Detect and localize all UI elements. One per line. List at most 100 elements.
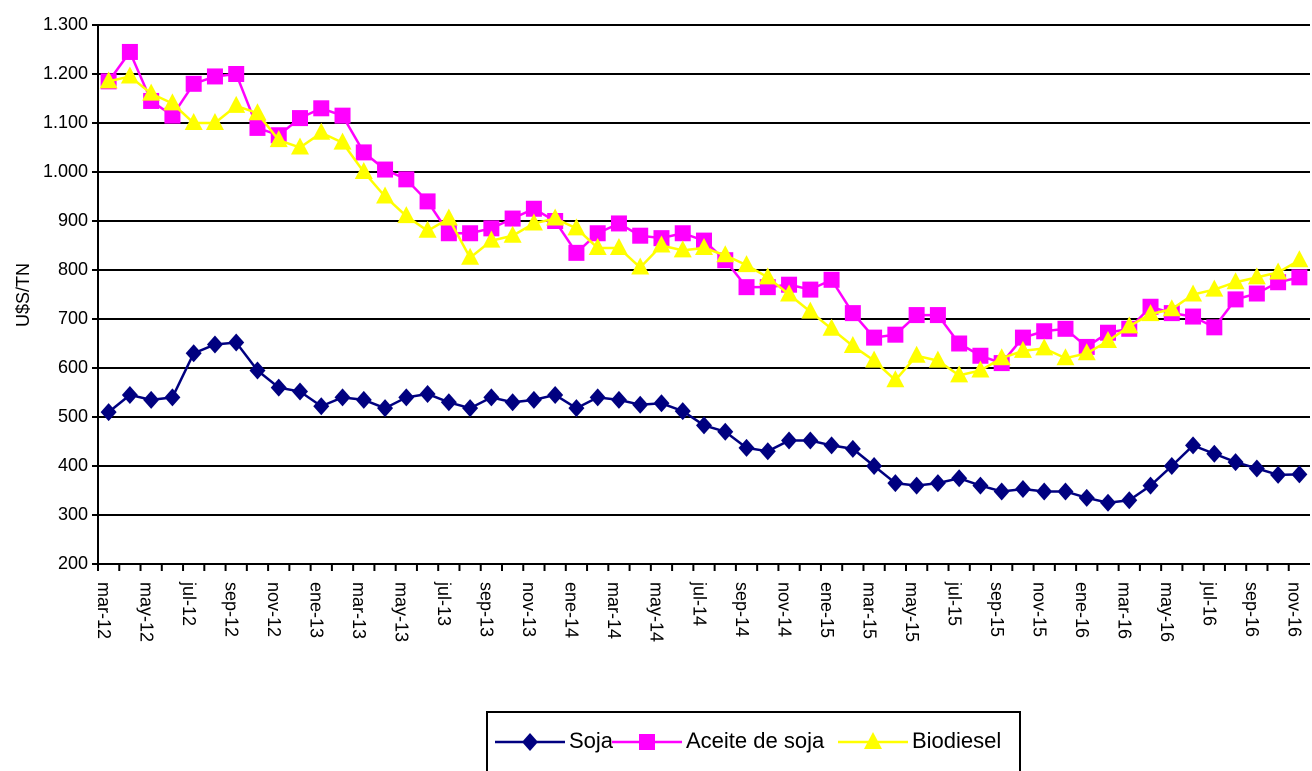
marker xyxy=(1014,329,1031,346)
marker xyxy=(398,388,415,407)
y-tick-label: 800 xyxy=(58,259,88,279)
marker xyxy=(1077,343,1096,361)
marker xyxy=(823,271,840,288)
marker xyxy=(1184,284,1203,302)
marker xyxy=(1036,323,1053,340)
marker xyxy=(674,402,691,421)
y-axis-title: U$S/TN xyxy=(13,263,33,327)
marker xyxy=(609,237,628,255)
x-tick-label: ene-13 xyxy=(307,582,327,638)
marker xyxy=(185,75,202,92)
marker xyxy=(632,395,649,414)
marker xyxy=(1099,331,1117,349)
x-tick-label: ene-14 xyxy=(562,582,582,638)
x-tick-label: sep-13 xyxy=(477,582,497,637)
marker xyxy=(504,393,521,412)
marker xyxy=(163,93,182,111)
marker xyxy=(228,66,245,82)
marker xyxy=(525,390,542,409)
marker xyxy=(248,103,267,121)
marker xyxy=(1057,482,1074,501)
marker xyxy=(1162,299,1181,317)
marker xyxy=(567,218,586,236)
x-tick-label: mar-15 xyxy=(859,582,879,639)
x-tick-label: jul-12 xyxy=(179,581,199,626)
marker xyxy=(801,301,820,319)
marker xyxy=(397,206,416,224)
marker xyxy=(738,279,755,296)
x-tick-label: may-12 xyxy=(136,582,156,642)
x-tick-label: nov-16 xyxy=(1285,582,1305,637)
marker xyxy=(738,438,755,457)
marker xyxy=(865,350,884,368)
marker xyxy=(843,335,862,353)
marker xyxy=(610,215,627,232)
marker xyxy=(228,333,245,352)
marker xyxy=(1100,493,1116,512)
x-tick-label: mar-16 xyxy=(1115,582,1135,639)
marker xyxy=(673,240,692,258)
y-tick-label: 400 xyxy=(58,455,88,475)
marker xyxy=(312,122,331,140)
marker xyxy=(440,393,457,412)
marker xyxy=(184,113,203,130)
marker xyxy=(206,335,223,354)
marker xyxy=(632,227,649,244)
marker xyxy=(185,344,202,363)
marker xyxy=(100,403,117,422)
y-tick-label: 700 xyxy=(58,308,88,328)
series-line xyxy=(107,49,1300,365)
marker xyxy=(737,255,756,273)
legend-label: Biodiesel xyxy=(912,728,1001,753)
marker xyxy=(292,382,308,401)
marker xyxy=(1035,338,1054,356)
marker xyxy=(1270,465,1287,484)
marker xyxy=(866,457,883,475)
marker xyxy=(462,399,479,418)
marker xyxy=(354,162,373,179)
marker xyxy=(1013,340,1032,358)
x-tick-label: mar-13 xyxy=(349,582,369,639)
marker xyxy=(547,385,564,404)
marker xyxy=(802,281,819,298)
marker xyxy=(589,225,606,242)
marker xyxy=(440,225,457,242)
marker xyxy=(1014,480,1031,499)
marker xyxy=(227,95,246,113)
marker xyxy=(993,482,1010,501)
y-tick-label: 300 xyxy=(58,504,88,524)
x-tick-label: sep-12 xyxy=(221,582,241,637)
marker xyxy=(610,390,627,409)
marker xyxy=(844,439,861,458)
marker xyxy=(589,388,606,407)
marker xyxy=(1120,316,1139,334)
marker xyxy=(1248,285,1265,302)
x-tick-label: jul-14 xyxy=(689,581,709,626)
x-tick-label: sep-14 xyxy=(732,582,752,637)
marker xyxy=(1142,476,1159,495)
marker xyxy=(992,348,1011,366)
marker xyxy=(951,469,968,488)
x-tick-label: jul-15 xyxy=(944,581,964,626)
marker xyxy=(887,326,904,343)
marker xyxy=(334,388,351,407)
x-tick-label: sep-15 xyxy=(987,582,1007,637)
marker xyxy=(653,394,670,413)
marker xyxy=(928,350,947,368)
marker xyxy=(164,107,181,124)
marker xyxy=(717,422,734,441)
marker xyxy=(907,345,926,363)
marker xyxy=(759,442,776,461)
marker xyxy=(866,329,883,346)
y-tick-label: 500 xyxy=(58,406,88,426)
marker xyxy=(1291,269,1308,286)
marker xyxy=(631,257,650,275)
marker xyxy=(313,397,330,416)
marker xyxy=(269,130,288,148)
marker xyxy=(950,365,969,383)
x-tick-label: ene-16 xyxy=(1072,582,1092,638)
x-tick-label: mar-12 xyxy=(94,582,114,639)
marker xyxy=(1248,459,1265,478)
marker xyxy=(716,245,735,263)
